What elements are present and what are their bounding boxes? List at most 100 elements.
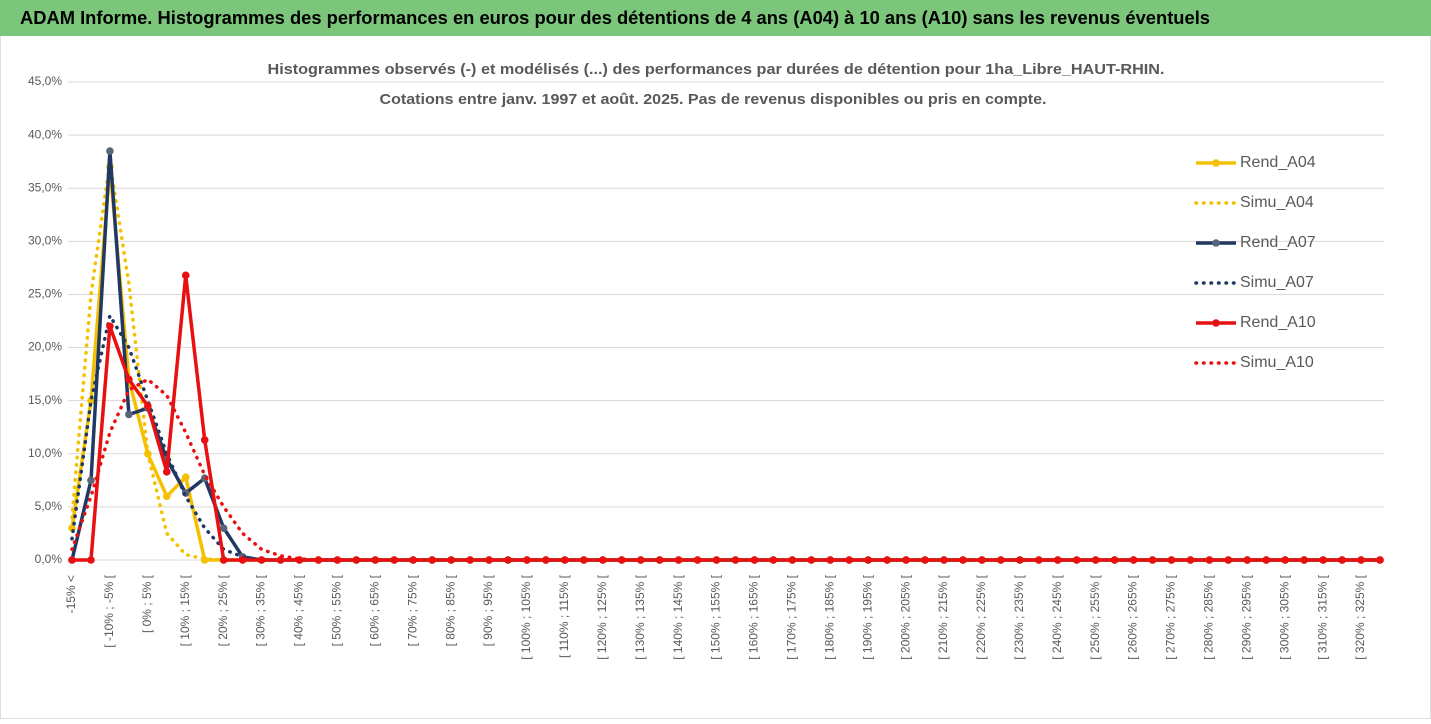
data-point	[693, 556, 702, 564]
chart-subtitle: Cotations entre janv. 1997 et août. 2025…	[380, 91, 1047, 108]
x-tick-label: [ 270% ; 275% [	[1164, 574, 1178, 659]
data-point	[181, 473, 190, 481]
data-point	[655, 556, 664, 564]
data-point	[219, 524, 228, 532]
x-tick-label: [ 230% ; 235% [	[1012, 574, 1026, 659]
data-point	[144, 402, 152, 410]
data-point	[1129, 556, 1138, 564]
x-tick-label: [ 220% ; 225% [	[974, 574, 988, 659]
data-point	[219, 556, 228, 564]
y-tick-label: 5,0%	[35, 499, 63, 513]
chart-title: Histogrammes observés (-) et modélisés (…	[268, 61, 1165, 78]
x-tick-label: [ 20% ; 25% [	[216, 574, 230, 646]
legend-label: Rend_A07	[1240, 234, 1316, 251]
x-tick-label: [ 10% ; 15% [	[178, 574, 192, 646]
data-point	[181, 271, 190, 280]
x-tick-label: [ 320% ; 325% [	[1353, 574, 1367, 659]
data-point	[371, 556, 380, 564]
header: ADAM Informe. Histogrammes des performan…	[20, 8, 1210, 28]
data-point	[1016, 556, 1024, 564]
legend-label: Simu_A07	[1240, 274, 1314, 291]
x-tick-label: [ 250% ; 255% [	[1088, 574, 1102, 659]
header-bar	[0, 0, 1431, 36]
data-point	[409, 556, 418, 564]
legend-label: Simu_A04	[1240, 194, 1314, 211]
data-point	[1205, 556, 1214, 564]
x-tick-label: -15% <	[64, 575, 78, 613]
x-tick-label: [ 100% ; 105% [	[519, 574, 533, 659]
data-point	[257, 556, 266, 564]
x-tick-label: [ 80% ; 85% [	[443, 574, 457, 646]
data-point	[940, 556, 948, 564]
x-tick-label: [ 120% ; 125% [	[595, 574, 609, 659]
y-tick-label: 20,0%	[28, 340, 62, 354]
x-tick-label: [ 70% ; 75% [	[405, 574, 419, 646]
data-point	[106, 322, 114, 331]
legend-label: Simu_A10	[1240, 354, 1314, 371]
data-point	[978, 556, 986, 564]
data-point	[731, 556, 740, 564]
data-point	[276, 556, 285, 564]
x-tick-label: [ 150% ; 155% [	[709, 574, 723, 659]
y-tick-label: 45,0%	[28, 74, 62, 88]
legend-marker	[1212, 319, 1220, 327]
x-tick-label: [ 180% ; 185% [	[822, 574, 836, 659]
data-point	[125, 410, 133, 419]
data-point	[1300, 556, 1308, 564]
x-tick-label: [ 210% ; 215% [	[936, 574, 950, 659]
data-point	[1091, 556, 1100, 564]
data-point	[125, 375, 133, 384]
x-tick-label: [ 40% ; 45% [	[292, 574, 306, 646]
data-point	[580, 556, 588, 564]
x-tick-label: [ 190% ; 195% [	[860, 574, 874, 659]
series-line	[70, 377, 1382, 562]
y-tick-label: 40,0%	[28, 127, 62, 141]
x-tick-label: [ 160% ; 165% [	[747, 574, 761, 659]
data-point	[162, 468, 171, 476]
data-point	[617, 556, 626, 564]
data-point	[845, 556, 854, 564]
x-tick-label: [ 60% ; 65% [	[367, 574, 381, 646]
x-tick-label: [ 290% ; 295% [	[1239, 574, 1253, 659]
data-point	[1053, 556, 1062, 564]
x-tick-label: [ 170% ; 175% [	[785, 574, 799, 659]
data-point	[87, 476, 95, 485]
data-point	[485, 556, 493, 564]
y-tick-label: 10,0%	[28, 446, 62, 460]
x-tick-label: [ 280% ; 285% [	[1202, 574, 1216, 659]
x-tick-label: [ 300% ; 305% [	[1277, 574, 1291, 659]
data-point	[200, 436, 209, 444]
data-point	[333, 556, 342, 564]
data-point	[238, 556, 247, 564]
x-tick-label: [ 130% ; 135% [	[633, 574, 647, 659]
legend-marker	[1212, 239, 1220, 247]
x-tick-label: [ 140% ; 145% [	[671, 574, 685, 659]
data-point	[807, 556, 816, 564]
y-tick-label: 15,0%	[28, 393, 62, 407]
data-point	[68, 556, 76, 564]
x-tick-label: [ -10% ; -5% [	[102, 574, 116, 647]
legend-label: Rend_A10	[1240, 314, 1316, 331]
data-point	[87, 556, 95, 564]
data-point	[1376, 556, 1384, 564]
x-tick-label: [ 90% ; 95% [	[481, 574, 495, 646]
legend-marker	[1212, 159, 1220, 167]
y-tick-label: 0,0%	[35, 552, 63, 566]
data-point	[769, 556, 778, 564]
data-point	[1167, 556, 1176, 564]
x-tick-label: [ 0% ; 5% [	[140, 574, 154, 633]
x-tick-label: [ 200% ; 205% [	[898, 574, 912, 659]
data-point	[883, 556, 891, 564]
data-point	[523, 556, 531, 564]
y-tick-label: 35,0%	[28, 180, 62, 194]
y-tick-label: 25,0%	[28, 287, 62, 301]
data-point	[162, 492, 171, 501]
data-point	[106, 147, 114, 155]
data-point	[1338, 556, 1346, 564]
x-tick-label: [ 50% ; 55% [	[330, 574, 344, 646]
x-tick-label: [ 110% ; 115% [	[557, 574, 571, 658]
x-tick-label: [ 240% ; 245% [	[1050, 574, 1064, 659]
